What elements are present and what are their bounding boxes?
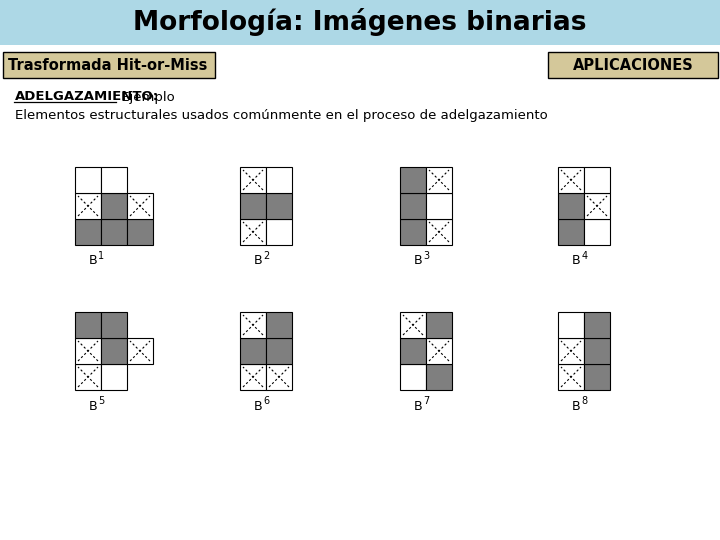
Text: B: B (414, 254, 423, 267)
Text: 4: 4 (581, 251, 588, 261)
Text: 8: 8 (581, 396, 588, 406)
Bar (584, 167, 610, 193)
Bar (266, 193, 292, 219)
Text: 3: 3 (423, 251, 429, 261)
Text: B: B (254, 400, 263, 413)
Bar (426, 167, 452, 193)
Bar (101, 167, 127, 193)
Bar (426, 338, 452, 364)
Bar (127, 219, 153, 245)
Bar (266, 364, 292, 390)
Bar (3, 52, 215, 78)
Text: B: B (572, 254, 580, 267)
Bar (426, 219, 452, 245)
Text: B: B (572, 400, 580, 413)
Bar (400, 167, 426, 193)
Bar (584, 364, 610, 390)
Bar (558, 338, 584, 364)
Bar (400, 219, 426, 245)
Bar (240, 364, 266, 390)
Text: Elementos estructurales usados comúnmente en el proceso de adelgazamiento: Elementos estructurales usados comúnment… (15, 110, 548, 123)
Bar (400, 312, 426, 338)
Bar (584, 193, 610, 219)
Bar (101, 364, 127, 390)
Text: B: B (254, 254, 263, 267)
Text: Trasformada Hit-or-Miss: Trasformada Hit-or-Miss (8, 57, 207, 72)
Text: Morfología: Imágenes binarias: Morfología: Imágenes binarias (133, 8, 587, 36)
Bar (240, 167, 266, 193)
Bar (400, 338, 426, 364)
Bar (400, 193, 426, 219)
Bar (426, 193, 452, 219)
Bar (558, 312, 584, 338)
Bar (75, 193, 101, 219)
Bar (75, 219, 101, 245)
Bar (266, 338, 292, 364)
Bar (75, 364, 101, 390)
Bar (240, 193, 266, 219)
Bar (75, 338, 101, 364)
Text: 2: 2 (263, 251, 269, 261)
Bar (75, 167, 101, 193)
Bar (266, 167, 292, 193)
Text: 1: 1 (98, 251, 104, 261)
Bar (127, 193, 153, 219)
Text: 6: 6 (263, 396, 269, 406)
Bar (548, 52, 718, 78)
Bar (101, 219, 127, 245)
Bar (240, 219, 266, 245)
Bar (127, 338, 153, 364)
Bar (101, 312, 127, 338)
Bar (584, 312, 610, 338)
Bar (240, 338, 266, 364)
Text: ADELGAZAMIENTO:: ADELGAZAMIENTO: (15, 91, 159, 104)
Bar (240, 312, 266, 338)
Bar (266, 312, 292, 338)
Text: B: B (89, 400, 97, 413)
Bar (558, 193, 584, 219)
Text: B: B (89, 254, 97, 267)
Text: B: B (414, 400, 423, 413)
Bar (75, 312, 101, 338)
Bar (558, 219, 584, 245)
Bar (558, 364, 584, 390)
Bar (266, 219, 292, 245)
Bar (400, 364, 426, 390)
Bar (426, 312, 452, 338)
Bar (426, 364, 452, 390)
Text: APLICACIONES: APLICACIONES (572, 57, 693, 72)
Text: 5: 5 (98, 396, 104, 406)
Bar (558, 167, 584, 193)
Text: Ejemplo: Ejemplo (117, 91, 175, 104)
Bar (584, 338, 610, 364)
Bar (101, 193, 127, 219)
Text: 7: 7 (423, 396, 429, 406)
Bar (584, 219, 610, 245)
Bar (0, 0, 720, 45)
Bar (101, 338, 127, 364)
